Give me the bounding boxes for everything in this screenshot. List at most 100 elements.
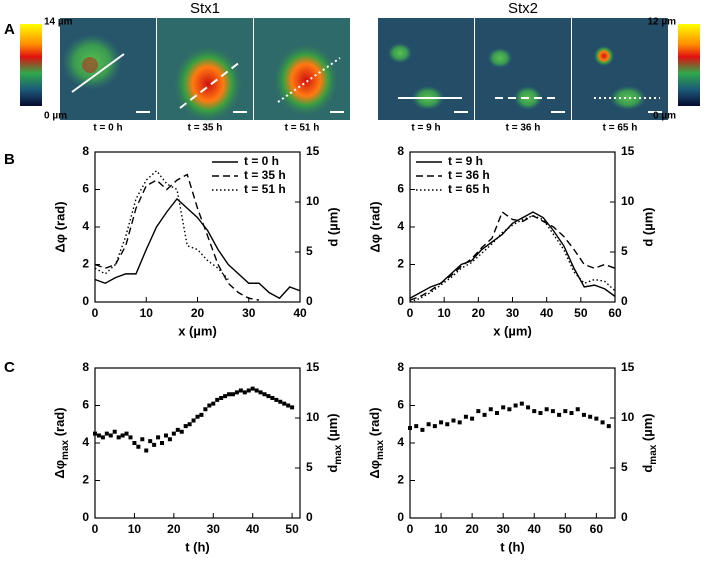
x-axis-label: x (µm) [493, 323, 532, 338]
scatter-point [223, 394, 228, 399]
scatter-point [116, 435, 121, 440]
y-axis-label-sub: max [375, 439, 386, 459]
scatter-point [195, 414, 200, 419]
y-tick-label: 2 [397, 473, 404, 487]
y-tick-label: 2 [397, 257, 404, 271]
y-tick-label: 4 [397, 435, 404, 449]
scatter-point [532, 409, 537, 414]
y2-tick-label: 0 [621, 510, 628, 524]
scatter-point [238, 388, 243, 393]
frame-label: t = 51 h [285, 123, 320, 134]
x-tick-label: 30 [506, 306, 520, 320]
y-tick-label: 0 [397, 294, 404, 308]
y-tick-label: 6 [397, 182, 404, 196]
scatter-point [254, 388, 259, 393]
x-axis-label: x (µm) [178, 323, 217, 338]
x-tick-label: 30 [242, 306, 256, 320]
legend-label: t = 0 h [244, 154, 279, 168]
scatter-point [581, 412, 586, 417]
scatter-point [557, 412, 562, 417]
y-tick-label: 8 [82, 360, 89, 374]
scatter-point [414, 424, 419, 429]
scatter-point [262, 392, 267, 397]
y2-tick-label: 10 [306, 194, 320, 208]
scatter-point [112, 429, 117, 434]
x-axis-label: t (h) [185, 539, 210, 554]
colorbar [678, 24, 700, 106]
colorbar [20, 24, 42, 106]
series-line [409, 215, 616, 303]
panel-label: C [4, 359, 15, 376]
scatter-point [538, 411, 543, 415]
y2-tick-label: 15 [621, 144, 635, 158]
scatter-point [600, 420, 605, 425]
x-tick-label: 10 [128, 522, 142, 536]
scatter-point [526, 405, 531, 410]
tiles [60, 18, 668, 122]
scatter-point [100, 435, 105, 440]
scatter-point [104, 431, 109, 436]
scatter-point [457, 420, 462, 425]
y-tick-label: 4 [397, 219, 404, 233]
scatter-point [507, 407, 512, 412]
scatter-point [463, 414, 468, 419]
y2-axis-label: d (µm) [325, 207, 340, 246]
scatter-point [270, 396, 275, 400]
scatter-point [183, 424, 188, 429]
panel-label: A [4, 21, 15, 38]
scatter-point [594, 416, 599, 421]
x-tick-label: 40 [540, 306, 554, 320]
scatter-point [488, 407, 493, 412]
x-tick-label: 10 [434, 522, 448, 536]
x-tick-label: 50 [559, 522, 573, 536]
y-tick-label: 0 [397, 510, 404, 524]
y2-tick-label: 15 [306, 144, 320, 158]
scatter-point [167, 437, 172, 442]
scatter-point [108, 433, 113, 438]
series-line [409, 210, 616, 301]
series-line [94, 169, 229, 280]
colorbar-label: 0 µm [44, 111, 67, 122]
x-tick-label: 50 [574, 306, 588, 320]
scatter-point [408, 426, 412, 430]
y2-tick-label: 10 [306, 410, 320, 424]
x-tick-label: 20 [191, 306, 205, 320]
scatter-point [215, 397, 220, 402]
y-tick-label: 6 [82, 398, 89, 412]
scatter-point [219, 396, 224, 400]
x-tick-label: 20 [472, 306, 486, 320]
y2-tick-label: 0 [306, 510, 313, 524]
legend-label: t = 36 h [448, 168, 490, 182]
x-tick-label: 0 [407, 522, 414, 536]
x-tick-label: 0 [92, 306, 99, 320]
y-axis-label-main: Δφ [52, 460, 67, 479]
scatter-point [286, 403, 291, 408]
y-tick-label: 4 [82, 219, 89, 233]
y2-tick-label: 10 [621, 194, 635, 208]
frame-label: t = 65 h [603, 123, 638, 134]
legend-label: t = 51 h [244, 182, 286, 196]
scatter-point [246, 388, 251, 393]
scatter-point [290, 405, 295, 410]
y2-tick-label: 15 [306, 360, 320, 374]
scatter-point [501, 405, 506, 410]
y2-tick-label: 10 [621, 410, 635, 424]
y-axis-label-sub: max [60, 439, 71, 459]
x-tick-label: 60 [590, 522, 604, 536]
scatter-point [242, 390, 247, 395]
scatter-point [519, 401, 524, 406]
profile-lines [71, 53, 660, 109]
y-axis-label-unit: (rad) [52, 407, 67, 440]
scatter-point [93, 431, 97, 436]
scatter-point [96, 433, 101, 438]
x-tick-label: 0 [92, 522, 99, 536]
y2-tick-label: 5 [621, 460, 628, 474]
y2-tick-label: 0 [306, 294, 313, 308]
y2-axis-label-main: d [325, 465, 340, 473]
scatter-point [470, 416, 475, 421]
frame-label: t = 9 h [411, 123, 440, 134]
x-tick-label: 10 [437, 306, 451, 320]
y-tick-label: 2 [82, 257, 89, 271]
y-axis-label-unit: (rad) [367, 407, 382, 440]
